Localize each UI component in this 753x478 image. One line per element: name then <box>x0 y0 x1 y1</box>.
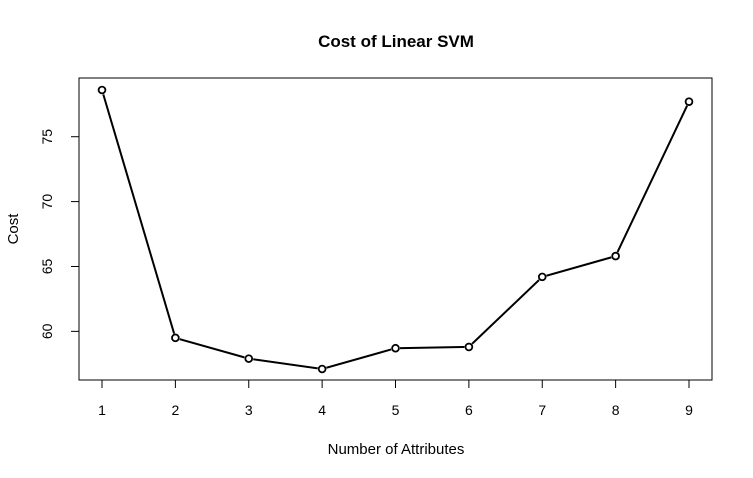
y-tick-label: 75 <box>39 129 55 145</box>
y-tick-label: 60 <box>39 323 55 339</box>
x-tick-label: 3 <box>245 402 253 418</box>
data-points <box>97 85 694 374</box>
x-tick-label: 9 <box>685 402 693 418</box>
y-axis-label: Cost <box>5 213 22 245</box>
data-point <box>97 85 107 95</box>
x-tick-label: 2 <box>171 402 179 418</box>
y-axis: 60 65 70 75 <box>39 129 80 339</box>
x-axis: 1 2 3 4 5 6 7 8 9 <box>98 379 693 418</box>
cost-line <box>101 89 690 371</box>
x-tick-label: 8 <box>612 402 620 418</box>
y-tick-label: 70 <box>39 194 55 210</box>
chart-title: Cost of Linear SVM <box>318 32 474 51</box>
y-tick-label: 65 <box>39 258 55 274</box>
data-point <box>171 333 180 343</box>
data-point <box>611 251 620 261</box>
data-point <box>391 343 400 353</box>
data-point <box>244 354 254 363</box>
x-axis-label: Number of Attributes <box>328 441 465 458</box>
data-point <box>684 97 694 106</box>
x-tick-label: 6 <box>465 402 473 418</box>
data-point <box>537 272 547 282</box>
x-tick-label: 4 <box>318 402 326 418</box>
x-tick-label: 1 <box>98 402 106 418</box>
x-tick-label: 5 <box>392 402 400 418</box>
data-point <box>317 364 327 374</box>
data-point <box>464 342 474 352</box>
x-tick-label: 7 <box>538 402 546 418</box>
